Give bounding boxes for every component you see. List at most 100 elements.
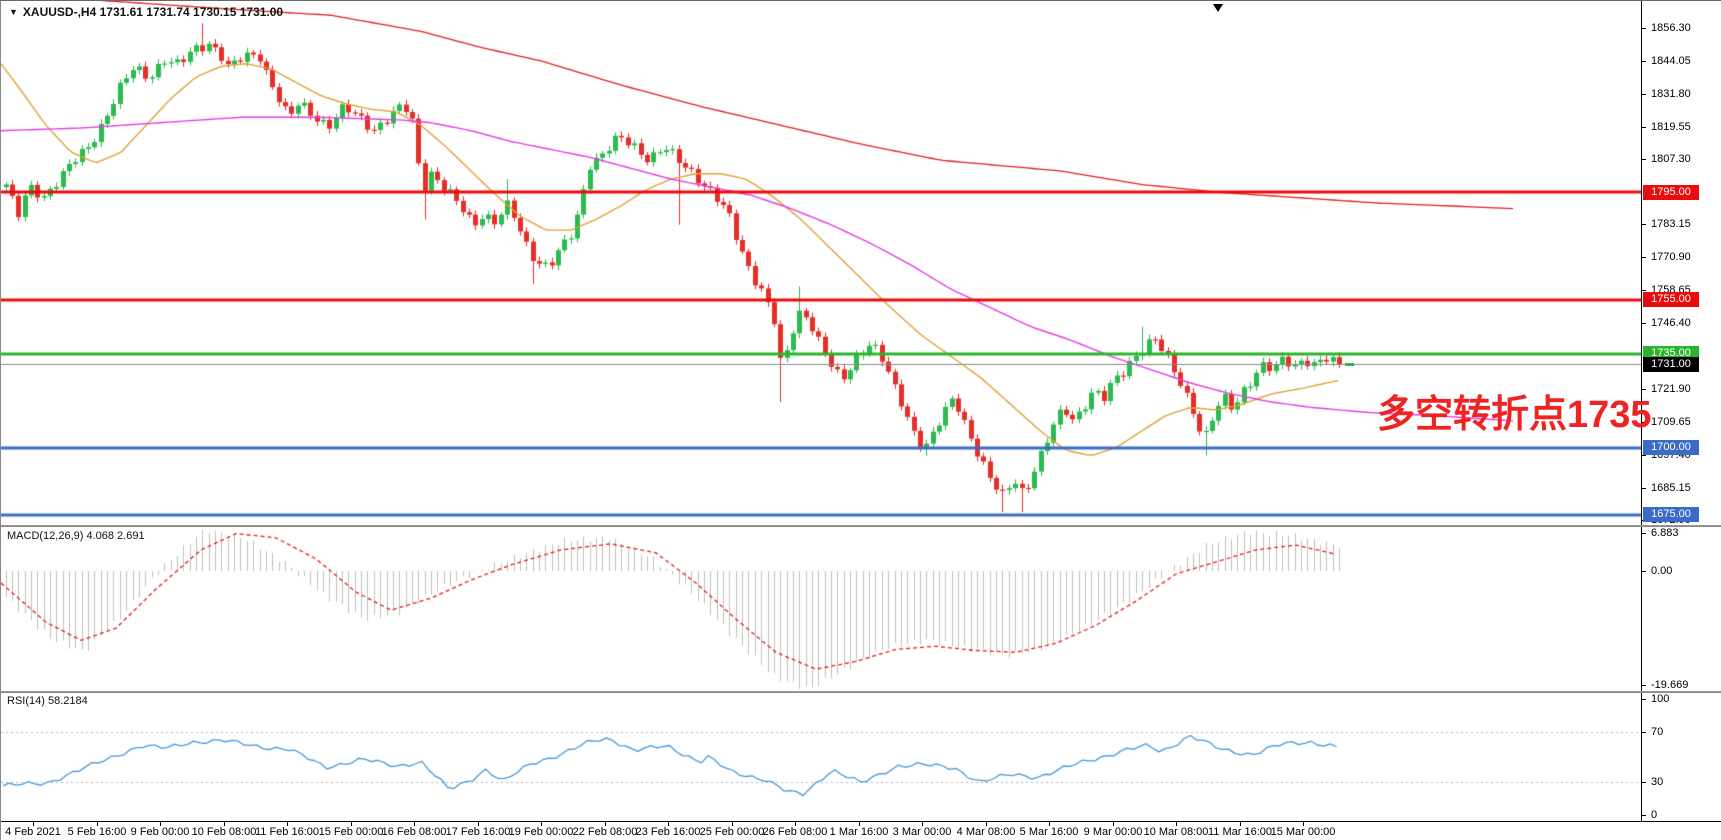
symbol-ohlc-text: XAUUSD-,H4 1731.61 1731.74 1730.15 1731.… [22,5,284,19]
time-axis-tick [859,822,860,826]
time-axis[interactable]: 4 Feb 2021 5 Feb 16:00 9 Feb 00:00 10 Feb 0… [1,821,1721,840]
time-axis-tick [33,822,34,826]
last-price-marker [1344,363,1354,367]
time-tick-label: 5 Feb 16:00 [67,826,127,838]
chart-annotation-text[interactable]: 多空转折点1735 [1377,394,1652,436]
axis-tick [1642,571,1646,572]
axis-tick [1642,422,1646,423]
axis-tick [1642,224,1646,225]
time-axis-tick [1113,822,1114,826]
time-tick-label: 26 Feb 08:00 [762,826,828,838]
macd-indicator-label: MACD(12,26,9) 4.068 2.691 [7,530,145,542]
axis-tick [1642,533,1646,534]
time-tick-label: 4 Feb 2021 [5,826,61,838]
time-axis-tick [986,822,987,826]
price-tick-label: 1831.80 [1651,88,1691,100]
time-axis-tick [1176,822,1177,826]
time-axis-tick [351,822,352,826]
time-axis-tick [1303,822,1304,826]
axis-tick [1642,455,1646,456]
panel-separator[interactable] [1,525,1721,527]
price-tick-label: 1685.15 [1651,482,1691,494]
time-tick-label: 10 Mar 08:00 [1143,826,1209,838]
time-axis-tick [1240,822,1241,826]
price-tick-label: 1746.40 [1651,317,1691,329]
axis-tick [1642,257,1646,258]
price-tick-label: 1709.65 [1651,416,1691,428]
price-tick-label: 1856.30 [1651,22,1691,34]
chart-shift-marker-icon[interactable] [1213,4,1223,12]
price-level-badge: 1700.00 [1643,440,1699,455]
time-axis-tick [668,822,669,826]
macd-indicator-canvas[interactable] [1,527,1641,691]
time-tick-label: 16 Feb 08:00 [381,826,447,838]
chevron-down-icon[interactable]: ▼ [9,7,18,17]
time-tick-label: 10 Feb 08:00 [191,826,257,838]
price-tick-label: 0 [1651,809,1658,821]
price-tick-label: 0.00 [1651,565,1673,577]
time-axis-tick [795,822,796,826]
panel-separator[interactable] [1,691,1721,693]
axis-tick [1642,488,1646,489]
time-tick-label: 3 Mar 00:00 [892,826,952,838]
axis-tick [1642,685,1646,686]
price-level-badge: 1675.00 [1643,507,1699,522]
price-level-badge: 1731.00 [1643,357,1699,372]
time-tick-label: 15 Feb 00:00 [318,826,384,838]
axis-tick [1642,323,1646,324]
time-axis-tick [287,822,288,826]
time-tick-label: 11 Feb 16:00 [254,826,320,838]
time-tick-label: 4 Mar 08:00 [956,826,1016,838]
price-tick-label: 1783.15 [1651,218,1691,230]
price-level-badge: 1755.00 [1643,292,1699,307]
axis-tick [1642,127,1646,128]
axis-tick [1642,94,1646,95]
time-axis-tick [922,822,923,826]
price-chart-canvas[interactable] [1,1,1641,525]
time-tick-label: 25 Feb 00:00 [699,826,765,838]
time-axis-tick [97,822,98,826]
price-tick-label: 100 [1651,693,1670,705]
time-axis-tick [1049,822,1050,826]
axis-tick [1642,389,1646,390]
time-tick-label: 22 Feb 08:00 [572,826,638,838]
axis-tick [1642,290,1646,291]
time-axis-tick [414,822,415,826]
time-axis-tick [224,822,225,826]
rsi-indicator-canvas[interactable] [1,693,1641,821]
time-tick-label: 19 Feb 00:00 [508,826,574,838]
time-axis-tick [478,822,479,826]
time-tick-label: 9 Mar 00:00 [1083,826,1143,838]
price-tick-label: -19.669 [1651,679,1689,691]
time-tick-label: 5 Mar 16:00 [1019,826,1079,838]
price-tick-label: 70 [1651,726,1664,738]
time-axis-tick [732,822,733,826]
time-tick-label: 9 Feb 00:00 [130,826,190,838]
axis-tick [1642,815,1646,816]
axis-tick [1642,732,1646,733]
price-level-badge: 1795.00 [1643,185,1699,200]
axis-tick [1642,159,1646,160]
time-tick-label: 1 Mar 16:00 [829,826,889,838]
rsi-indicator-label: RSI(14) 58.2184 [7,695,88,707]
time-axis-tick [605,822,606,826]
axis-tick [1642,699,1646,700]
time-tick-label: 23 Feb 16:00 [635,826,701,838]
price-tick-label: 30 [1651,776,1664,788]
axis-tick [1642,61,1646,62]
price-tick-label: 1721.90 [1651,383,1691,395]
price-axis[interactable]: 1856.30 1844.05 1831.80 1819.55 1807.30 1783.… [1641,1,1721,821]
chart-title: ▼ XAUUSD-,H4 1731.61 1731.74 1730.15 1731… [9,5,283,19]
axis-tick [1642,28,1646,29]
time-tick-label: 17 Feb 16:00 [445,826,511,838]
price-tick-label: 1819.55 [1651,121,1691,133]
time-axis-tick [160,822,161,826]
price-tick-label: 1807.30 [1651,153,1691,165]
time-tick-label: 15 Mar 00:00 [1270,826,1336,838]
time-axis-tick [541,822,542,826]
time-tick-label: 11 Mar 16:00 [1207,826,1273,838]
price-tick-label: 1844.05 [1651,55,1691,67]
price-tick-label: 6.883 [1651,527,1679,539]
axis-tick [1642,782,1646,783]
